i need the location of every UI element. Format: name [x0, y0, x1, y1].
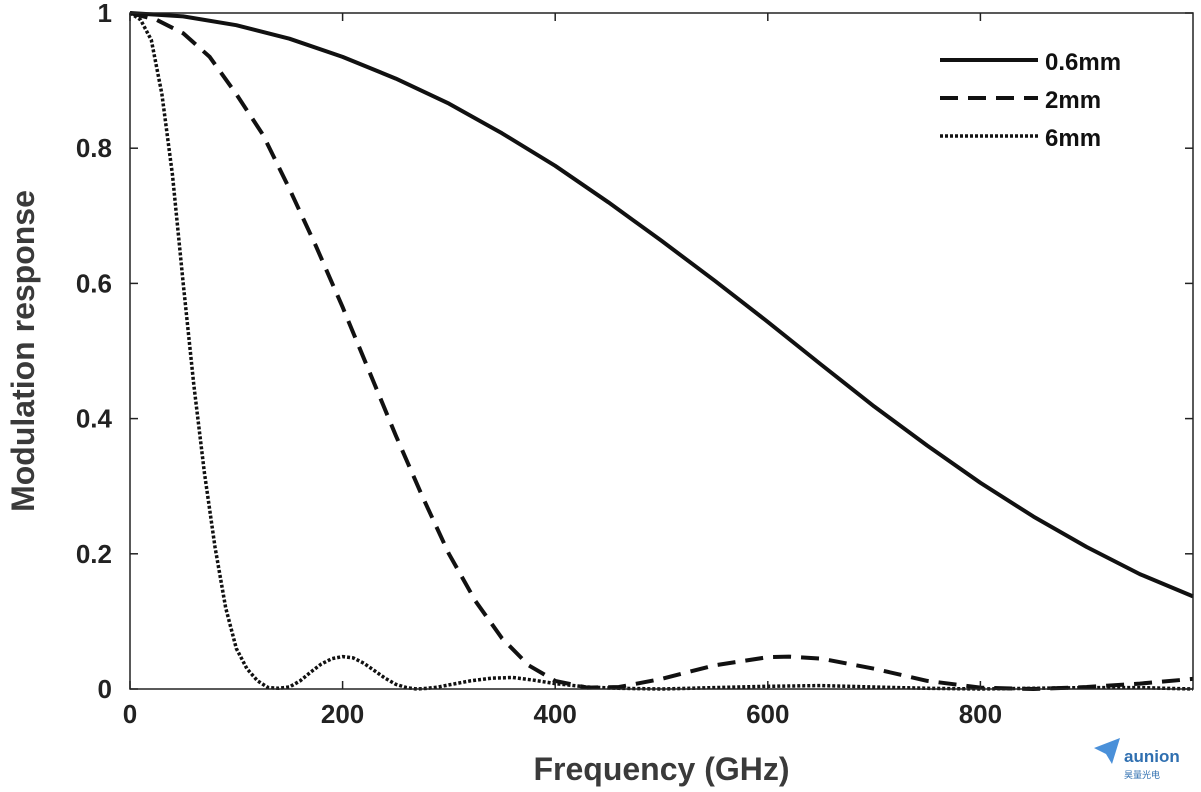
- x-tick-label: 600: [746, 699, 789, 729]
- y-tick-label: 0.6: [76, 268, 112, 298]
- legend-label-6mm: 6mm: [1045, 125, 1101, 152]
- legend: 0.6mm 2mm 6mm: [940, 49, 1121, 152]
- watermark-logo: aunion 昊量光电: [1094, 738, 1180, 781]
- legend-label-0.6mm: 0.6mm: [1045, 49, 1121, 76]
- x-axis-label: Frequency (GHz): [533, 751, 789, 787]
- series-line-2mm: [129, 11, 1194, 691]
- paper-plane-icon: [1094, 738, 1120, 764]
- x-axis-ticks: 0 200 400 600 800: [123, 13, 1002, 729]
- watermark-subtitle: 昊量光电: [1124, 769, 1160, 781]
- x-tick-label: 800: [959, 699, 1002, 729]
- series-line-6mm: [129, 11, 1194, 691]
- plot-area-frame: [129, 12, 1194, 690]
- y-axis-label: Modulation response: [5, 190, 41, 512]
- x-tick-label: 400: [534, 699, 577, 729]
- y-tick-label: 1: [98, 0, 112, 28]
- y-tick-label: 0.8: [76, 133, 112, 163]
- plot-curves: [129, 11, 1194, 691]
- y-tick-label: 0.2: [76, 539, 112, 569]
- y-tick-label: 0.4: [76, 404, 113, 434]
- y-axis-ticks: 0 0.2 0.4 0.6 0.8 1: [76, 0, 1193, 704]
- y-tick-label: 0: [98, 674, 112, 704]
- legend-label-2mm: 2mm: [1045, 87, 1101, 114]
- series-line-0.6mm: [129, 11, 1194, 599]
- x-tick-label: 200: [321, 699, 364, 729]
- watermark-brand: aunion: [1124, 747, 1180, 766]
- x-tick-label: 0: [123, 699, 137, 729]
